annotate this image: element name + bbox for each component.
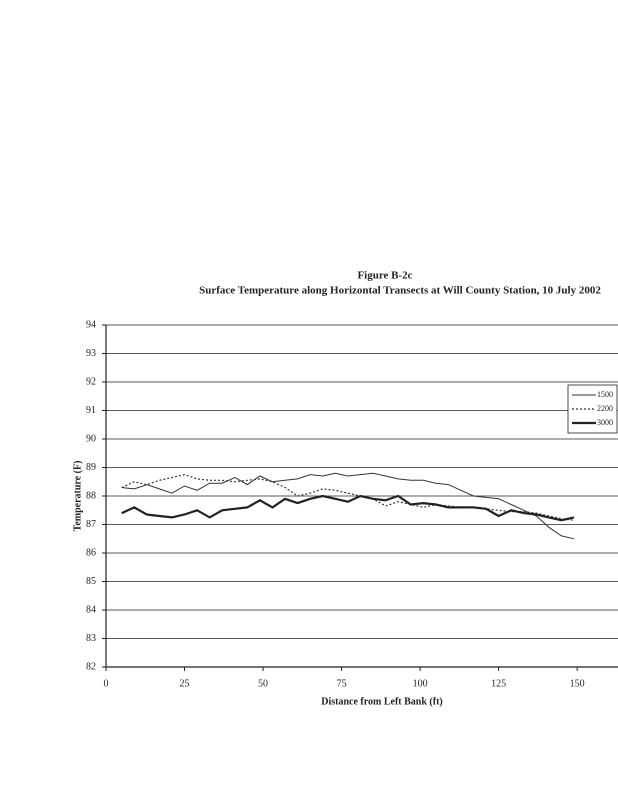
y-tick-label: 82 xyxy=(86,661,96,672)
series-line xyxy=(121,472,575,540)
x-axis-label: Distance from Left Bank (ft) xyxy=(321,696,442,707)
chart-title: Figure B-2c xyxy=(357,270,412,282)
y-tick-label: 90 xyxy=(86,433,96,444)
series-line xyxy=(121,494,575,522)
legend-label: 1500 xyxy=(597,390,613,399)
x-tick-label: 75 xyxy=(337,678,347,689)
y-tick-label: 85 xyxy=(86,576,96,587)
x-tick-label: 150 xyxy=(570,678,585,689)
y-tick-label: 88 xyxy=(86,490,96,501)
y-tick-label: 91 xyxy=(86,405,96,416)
x-tick-label: 25 xyxy=(180,678,190,689)
legend-label: 3000 xyxy=(597,418,613,427)
y-tick-label: 93 xyxy=(86,348,96,359)
y-tick-label: 87 xyxy=(86,519,96,530)
x-tick-label: 100 xyxy=(413,678,428,689)
x-tick-label: 125 xyxy=(491,678,506,689)
chart-subtitle: Surface Temperature along Horizontal Tra… xyxy=(199,285,601,297)
y-tick-label: 83 xyxy=(86,633,96,644)
y-tick-label: 84 xyxy=(86,604,96,615)
x-tick-label: 50 xyxy=(258,678,268,689)
y-tick-label: 94 xyxy=(86,319,96,330)
x-tick-label: 0 xyxy=(104,678,109,689)
y-tick-label: 92 xyxy=(86,376,96,387)
y-axis-label: Temperature (F) xyxy=(72,461,83,532)
y-tick-label: 86 xyxy=(86,547,96,558)
legend-label: 2200 xyxy=(597,404,613,413)
y-tick-label: 89 xyxy=(86,462,96,473)
